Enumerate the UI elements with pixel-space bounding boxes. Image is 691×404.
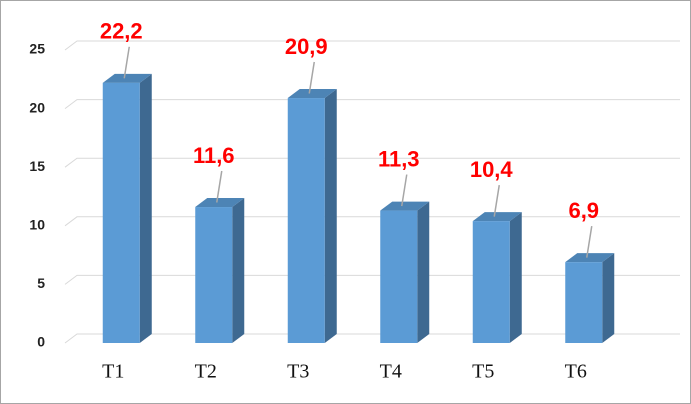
leader-line xyxy=(308,61,315,94)
bar xyxy=(380,210,418,343)
bar-side xyxy=(232,198,245,343)
value-label: 10,4 xyxy=(470,157,514,182)
y-tick-label: 15 xyxy=(29,158,45,174)
leader-line xyxy=(216,170,223,203)
bar-top xyxy=(565,253,615,263)
bar-top xyxy=(287,89,337,99)
y-tick-label: 5 xyxy=(37,275,45,291)
bar-top xyxy=(102,73,152,83)
bar-side xyxy=(324,89,337,343)
x-tick-label: T2 xyxy=(195,361,217,383)
bar-top xyxy=(195,198,245,208)
x-tick-label: T6 xyxy=(565,361,587,383)
bar-side xyxy=(417,201,430,343)
bar-top xyxy=(472,212,522,222)
value-label: 11,6 xyxy=(193,143,235,168)
bar xyxy=(472,221,510,343)
x-tick-label: T5 xyxy=(472,361,494,383)
bar xyxy=(102,82,140,343)
y-tick-label: 0 xyxy=(37,334,45,350)
bar-side xyxy=(509,212,522,343)
value-label: 6,9 xyxy=(568,198,599,223)
x-tick-label: T4 xyxy=(380,361,402,383)
bar-top xyxy=(380,201,430,211)
bar-side xyxy=(139,73,152,343)
x-tick-label: T3 xyxy=(287,361,309,383)
value-label: 22,2 xyxy=(100,19,143,44)
leader-line xyxy=(123,46,130,79)
leader-line xyxy=(493,184,500,217)
leader-line xyxy=(586,226,593,258)
bar xyxy=(565,262,603,343)
y-tick-label: 20 xyxy=(29,99,45,115)
leader-line xyxy=(401,174,408,207)
bar xyxy=(287,98,325,343)
grid-line xyxy=(64,157,680,168)
grid-line xyxy=(64,40,680,51)
bar-side xyxy=(602,253,615,343)
bar xyxy=(195,207,233,343)
x-tick-label: T1 xyxy=(102,361,124,383)
y-tick-label: 25 xyxy=(29,41,45,57)
grid-line xyxy=(64,99,680,109)
value-label: 20,9 xyxy=(285,34,328,59)
value-label: 11,3 xyxy=(378,146,420,171)
y-tick-label: 10 xyxy=(29,217,45,233)
